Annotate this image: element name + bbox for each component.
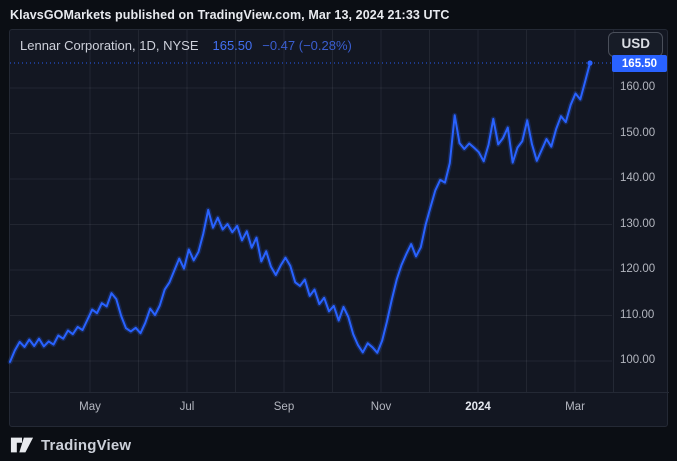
y-axis-label: 120.00 <box>620 263 656 275</box>
x-axis-label: Mar <box>565 401 585 413</box>
tradingview-link[interactable]: TradingView <box>10 433 131 457</box>
x-axis-label: 2024 <box>465 401 491 413</box>
y-axis-label: 150.00 <box>620 126 656 139</box>
chart-legend: Lennar Corporation, 1D, NYSE 165.50 −0.4… <box>20 37 352 53</box>
time-axis-separator <box>10 392 669 393</box>
tradingview-brand-text: TradingView <box>41 436 132 454</box>
symbol-title[interactable]: Lennar Corporation, 1D, NYSE <box>20 37 199 53</box>
y-axis-label: 140.00 <box>620 172 656 184</box>
last-point-marker <box>587 60 593 66</box>
price-line <box>9 62 591 363</box>
price-line-glow <box>7 60 593 365</box>
price-axis-separator <box>613 30 614 392</box>
x-axis-label: Nov <box>370 401 392 413</box>
x-axis-label: May <box>79 401 101 413</box>
attribution-bar: KlavsGOMarkets published on TradingView.… <box>0 0 677 29</box>
legend-change: −0.47 (−0.28%) <box>262 37 352 53</box>
currency-button[interactable]: USD <box>608 32 663 57</box>
chart-widget[interactable] <box>9 29 668 427</box>
y-axis-label: 160.00 <box>620 81 656 93</box>
legend-last-price: 165.50 <box>212 37 253 53</box>
attribution-text: KlavsGOMarkets published on TradingView.… <box>10 7 450 22</box>
y-axis-label: 100.00 <box>620 354 656 366</box>
x-axis-label: Jul <box>179 401 195 413</box>
y-axis-label: 110.00 <box>620 308 655 321</box>
tradingview-logo-icon <box>10 437 34 453</box>
x-axis-label: Sep <box>273 401 295 413</box>
y-axis-label: 130.00 <box>620 217 656 230</box>
last-price-badge: 165.50 <box>612 55 667 72</box>
